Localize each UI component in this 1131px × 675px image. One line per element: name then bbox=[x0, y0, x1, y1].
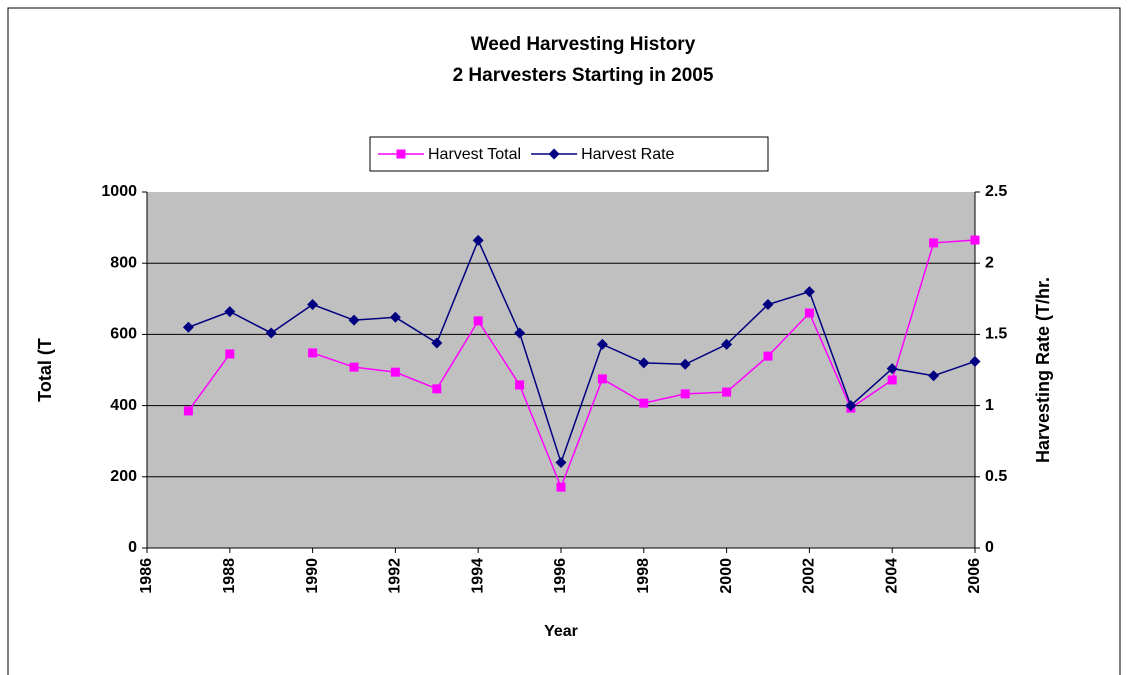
legend-label: Harvest Rate bbox=[581, 146, 674, 163]
y-axis-label: Total (T bbox=[35, 338, 55, 402]
y2-tick-label: 2 bbox=[985, 254, 994, 271]
series-line bbox=[188, 238, 976, 465]
y2-tick-label: 1.5 bbox=[985, 326, 1007, 343]
point bbox=[183, 406, 193, 416]
x-tick-label: 1994 bbox=[469, 558, 486, 594]
point bbox=[431, 337, 443, 349]
chart-subtitle: 2 Harvesters Starting in 2005 bbox=[453, 65, 714, 86]
point bbox=[762, 298, 774, 310]
point bbox=[969, 355, 981, 367]
point bbox=[763, 351, 773, 361]
x-tick-label: 2002 bbox=[801, 558, 818, 594]
point bbox=[638, 357, 650, 369]
point bbox=[639, 398, 649, 408]
point bbox=[722, 387, 732, 397]
point bbox=[473, 316, 483, 326]
x-tick-label: 1990 bbox=[304, 558, 321, 594]
point bbox=[555, 457, 567, 469]
y-tick-label: 0 bbox=[128, 539, 137, 556]
point bbox=[182, 321, 194, 333]
x-tick-label: 2004 bbox=[883, 558, 900, 594]
point bbox=[390, 367, 400, 377]
point bbox=[348, 314, 360, 326]
point bbox=[970, 235, 980, 245]
point bbox=[265, 327, 277, 339]
point bbox=[389, 311, 401, 323]
legend-label: Harvest Total bbox=[428, 146, 521, 163]
chart-frame bbox=[7, 7, 1121, 675]
y-tick-label: 1000 bbox=[101, 183, 137, 200]
point bbox=[887, 375, 897, 385]
x-axis-label: Year bbox=[544, 623, 578, 640]
point bbox=[680, 389, 690, 399]
point bbox=[596, 338, 608, 350]
point bbox=[225, 349, 235, 359]
x-tick-label: 1986 bbox=[138, 558, 155, 594]
x-tick-label: 1988 bbox=[221, 558, 238, 594]
x-tick-label: 1998 bbox=[635, 558, 652, 594]
point bbox=[845, 400, 857, 412]
point bbox=[307, 298, 319, 310]
point bbox=[928, 370, 940, 382]
y-tick-label: 400 bbox=[110, 397, 137, 414]
point bbox=[514, 327, 526, 339]
x-tick-label: 1992 bbox=[387, 558, 404, 594]
point bbox=[929, 238, 939, 248]
chart-title: Weed Harvesting History bbox=[471, 34, 696, 55]
x-tick-label: 2000 bbox=[718, 558, 735, 594]
point bbox=[472, 234, 484, 246]
y-tick-label: 800 bbox=[110, 254, 137, 271]
point bbox=[396, 149, 406, 159]
point bbox=[548, 148, 560, 160]
point bbox=[224, 306, 236, 318]
point bbox=[349, 362, 359, 372]
point bbox=[804, 308, 814, 318]
point bbox=[679, 358, 691, 370]
y2-tick-label: 1 bbox=[985, 397, 994, 414]
y2-tick-label: 0.5 bbox=[985, 468, 1007, 485]
point bbox=[597, 374, 607, 384]
y2-axis-label: Harvesting Rate (T/hr. bbox=[1033, 277, 1053, 463]
y-tick-label: 600 bbox=[110, 326, 137, 343]
plot-area bbox=[147, 192, 975, 548]
point bbox=[308, 348, 318, 358]
x-tick-label: 1996 bbox=[552, 558, 569, 594]
x-tick-label: 2006 bbox=[966, 558, 983, 594]
point bbox=[803, 286, 815, 298]
point bbox=[556, 482, 566, 492]
point bbox=[721, 338, 733, 350]
point bbox=[886, 363, 898, 375]
y2-tick-label: 2.5 bbox=[985, 183, 1007, 200]
point bbox=[515, 380, 525, 390]
legend: Harvest Total Harvest Rate bbox=[369, 136, 769, 172]
point bbox=[432, 384, 442, 394]
y-tick-label: 200 bbox=[110, 468, 137, 485]
y2-tick-label: 0 bbox=[985, 539, 994, 556]
